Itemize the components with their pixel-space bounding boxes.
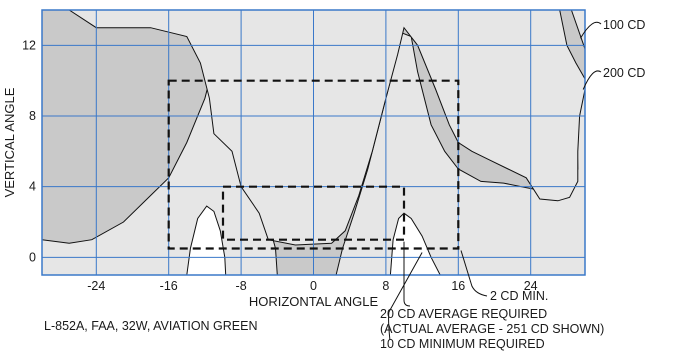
plot-frame — [41, 9, 586, 276]
annotations: 100 CD 200 CD 2 CD MIN. 20 CD AVERAGE REQUI… — [380, 18, 645, 351]
chart-caption: L-852A, FAA, 32W, AVIATION GREEN — [44, 319, 258, 333]
y-tick-label: 8 — [29, 109, 36, 123]
y-tick-label: 4 — [29, 180, 36, 194]
x-tick-label: 16 — [451, 279, 465, 293]
average-required-box — [167, 79, 460, 250]
label-2cd-min: 2 CD MIN. — [490, 289, 548, 303]
x-axis-title: HORIZONTAL ANGLE — [249, 294, 379, 309]
leader-2cd-min — [460, 250, 488, 297]
y-tick-label: 0 — [29, 250, 36, 264]
y-axis-title: VERTICAL ANGLE — [2, 87, 17, 197]
leader-10cd-minimum — [388, 252, 423, 341]
label-actual-average: (ACTUAL AVERAGE - 251 CD SHOWN) — [380, 322, 604, 336]
x-tick-label: 0 — [310, 279, 317, 293]
x-tick-label: -16 — [160, 279, 178, 293]
tick-labels: -24 -16 -8 0 8 16 24 0 4 8 12 — [22, 38, 538, 293]
x-tick-label: -24 — [87, 279, 105, 293]
leader-20cd-average — [403, 241, 411, 307]
contour-white-3 — [389, 212, 441, 275]
leader-100cd — [580, 21, 602, 39]
label-200cd: 200 CD — [603, 66, 645, 80]
label-10cd-minimum: 10 CD MINIMUM REQUIRED — [380, 337, 545, 351]
x-tick-label: 8 — [382, 279, 389, 293]
plot-area — [42, 10, 585, 275]
x-tick-label: 24 — [524, 279, 538, 293]
plot-border — [41, 9, 586, 276]
label-100cd: 100 CD — [603, 18, 645, 32]
label-20cd-average: 20 CD AVERAGE REQUIRED — [380, 307, 547, 321]
y-tick-label: 12 — [22, 38, 36, 52]
leader-200cd — [582, 70, 602, 90]
x-tick-label: -8 — [236, 279, 247, 293]
